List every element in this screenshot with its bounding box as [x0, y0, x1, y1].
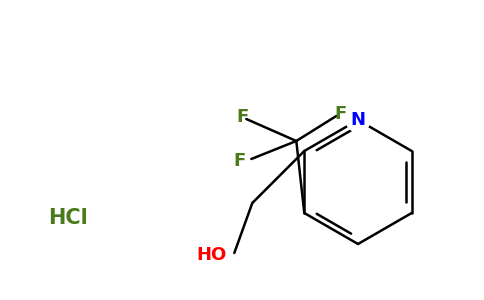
Text: HCl: HCl [48, 208, 88, 228]
Text: HO: HO [196, 246, 227, 264]
Circle shape [346, 108, 370, 132]
Circle shape [194, 235, 230, 271]
Text: F: F [236, 108, 248, 126]
Text: N: N [350, 111, 365, 129]
Text: F: F [233, 152, 245, 170]
Text: F: F [334, 105, 347, 123]
